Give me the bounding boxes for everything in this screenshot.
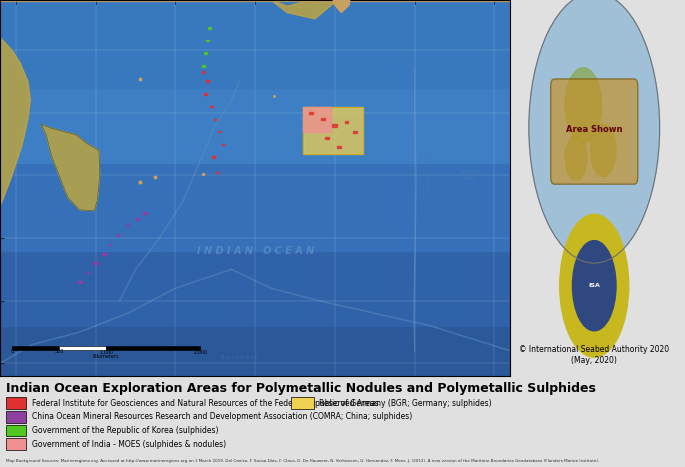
Bar [216, 171, 219, 173]
Circle shape [560, 214, 629, 357]
Polygon shape [303, 106, 331, 132]
FancyBboxPatch shape [6, 425, 25, 437]
Polygon shape [239, 0, 337, 19]
Bar [101, 253, 105, 255]
Bar [202, 71, 204, 73]
FancyBboxPatch shape [6, 411, 25, 423]
Bar [212, 156, 215, 157]
Text: 0: 0 [10, 349, 14, 354]
Text: Wharton
Basin: Wharton Basin [460, 170, 481, 181]
Circle shape [573, 241, 616, 331]
Text: S o u t h e r n: S o u t h e r n [221, 354, 258, 360]
Bar [206, 80, 209, 82]
Text: 500: 500 [54, 349, 64, 354]
Circle shape [565, 68, 601, 143]
Text: Kilometers: Kilometers [92, 354, 119, 360]
Bar [109, 244, 112, 245]
Bar [206, 40, 209, 42]
Text: 1,000: 1,000 [99, 349, 113, 354]
Bar [143, 212, 147, 214]
Text: Reserved Areas: Reserved Areas [319, 399, 379, 408]
Text: Government of India - MOES (sulphides & nodules): Government of India - MOES (sulphides & … [32, 440, 226, 449]
Bar [208, 28, 211, 29]
Polygon shape [303, 106, 363, 154]
Circle shape [565, 135, 587, 180]
Bar [78, 281, 82, 283]
Polygon shape [0, 0, 30, 376]
Text: ISA: ISA [588, 283, 600, 288]
FancyBboxPatch shape [291, 397, 314, 409]
Polygon shape [42, 125, 100, 211]
Bar [219, 131, 220, 132]
Text: Government of the Republic of Korea (sulphides): Government of the Republic of Korea (sul… [32, 426, 218, 435]
Bar [214, 119, 216, 120]
Text: China Ocean Mineral Resources Research and Development Association (COMRA; China: China Ocean Mineral Resources Research a… [32, 412, 412, 421]
Bar [321, 118, 325, 120]
Bar [353, 131, 357, 133]
Text: Area Shown: Area Shown [566, 125, 623, 134]
Polygon shape [42, 125, 100, 211]
Bar [204, 52, 207, 54]
Polygon shape [334, 0, 350, 13]
Bar [337, 146, 341, 149]
Bar [93, 262, 98, 264]
Circle shape [590, 124, 616, 177]
Text: Indian Ocean Exploration Areas for Polymetallic Nodules and Polymetallic Sulphid: Indian Ocean Exploration Areas for Polym… [6, 382, 596, 395]
Bar [332, 124, 337, 127]
Text: Federal Institute for Geosciences and Natural Resources of the Federal Republic : Federal Institute for Geosciences and Na… [32, 399, 491, 408]
Text: I N D I A N   O C E A N: I N D I A N O C E A N [197, 246, 314, 255]
Bar [202, 65, 205, 66]
Polygon shape [239, 0, 337, 19]
FancyBboxPatch shape [6, 439, 25, 450]
Text: 2,000: 2,000 [193, 349, 207, 354]
Bar [204, 93, 208, 95]
Text: © International Seabed Authority 2020
(May, 2020): © International Seabed Authority 2020 (M… [519, 345, 669, 365]
Bar [126, 225, 129, 226]
FancyBboxPatch shape [551, 79, 638, 184]
Text: Map Background Sources: Marineregions.org. Accessed at http://www.marineregions.: Map Background Sources: Marineregions.or… [6, 460, 599, 463]
Bar [210, 106, 212, 107]
Bar [116, 234, 119, 236]
Bar [345, 121, 349, 123]
Text: Ninetyeast Ridge: Ninetyeast Ridge [423, 158, 430, 193]
Polygon shape [0, 0, 30, 376]
Bar [325, 137, 329, 139]
Bar [87, 272, 89, 273]
Circle shape [529, 0, 660, 263]
FancyBboxPatch shape [6, 397, 25, 409]
Bar [136, 219, 138, 220]
Bar [309, 112, 313, 114]
